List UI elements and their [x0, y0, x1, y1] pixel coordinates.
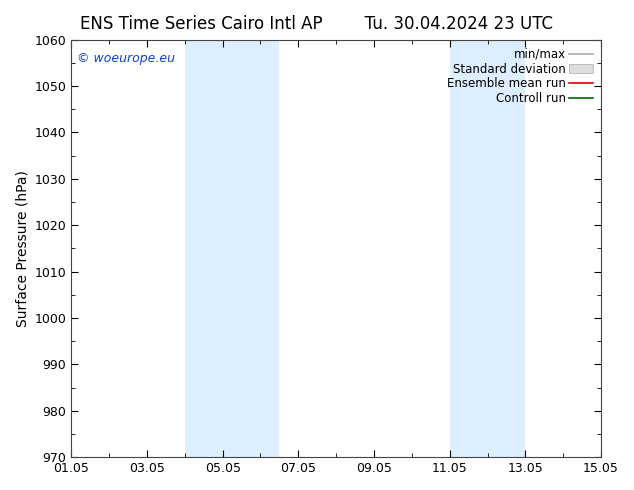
Bar	[185, 40, 280, 457]
Text: ENS Time Series Cairo Intl AP        Tu. 30.04.2024 23 UTC: ENS Time Series Cairo Intl AP Tu. 30.04.…	[81, 15, 553, 33]
Bar	[450, 40, 526, 457]
Y-axis label: Surface Pressure (hPa): Surface Pressure (hPa)	[15, 170, 29, 327]
Legend: min/max, Standard deviation, Ensemble mean run, Controll run: min/max, Standard deviation, Ensemble me…	[444, 46, 595, 107]
Text: © woeurope.eu: © woeurope.eu	[77, 52, 174, 65]
